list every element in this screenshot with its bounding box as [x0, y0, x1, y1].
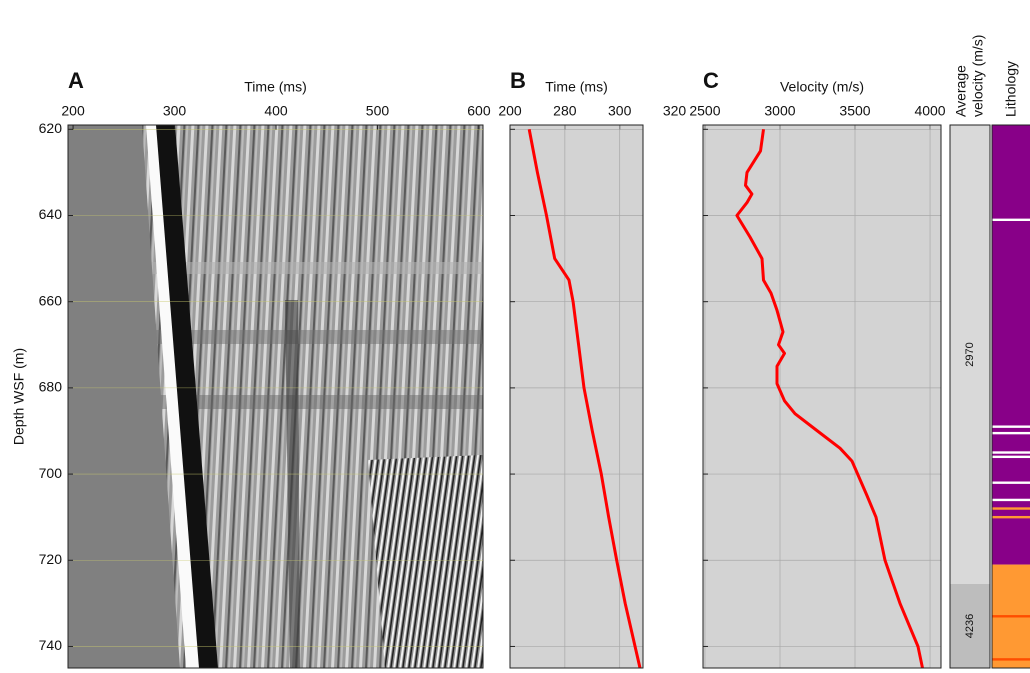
- lithology-band: [992, 658, 1030, 661]
- lithology-band: [992, 615, 1030, 618]
- panel-label: C: [703, 68, 719, 93]
- seismic-image: [68, 125, 483, 668]
- x-tick-label: 200: [498, 103, 522, 119]
- y-tick-label: 620: [39, 120, 63, 136]
- panel-label: B: [510, 68, 526, 93]
- panel-frame: [702, 124, 942, 669]
- x-axis-label: Time (ms): [244, 79, 306, 95]
- column-title: velocity (m/s): [970, 35, 986, 117]
- y-tick-label: 740: [39, 637, 63, 653]
- column-title: Average: [953, 65, 969, 117]
- x-tick-label: 600: [467, 103, 491, 119]
- x-tick-label: 300: [163, 103, 187, 119]
- lithology-band: [992, 451, 1030, 454]
- data-line: [735, 129, 924, 669]
- lithology-band: [992, 425, 1030, 428]
- panel-frame: [509, 124, 644, 669]
- velocity-label: 2970: [964, 342, 976, 366]
- column-title: Lithology: [1003, 61, 1019, 117]
- x-tick-label: 2500: [689, 103, 720, 119]
- x-tick-label: 320: [663, 103, 687, 119]
- lithology-band: [992, 455, 1030, 459]
- x-axis-label: Time (ms): [545, 79, 607, 95]
- lithology-band: [992, 515, 1030, 519]
- lithology-band: [992, 507, 1030, 510]
- y-tick-label: 660: [39, 292, 63, 308]
- panel-frame: [991, 124, 1030, 669]
- x-tick-label: 280: [553, 103, 577, 119]
- chart-layer: A Time (ms) 200 300 400 500 600 620 640 660 680 700…: [11, 35, 1030, 669]
- y-tick-label: 720: [39, 551, 63, 567]
- x-tick-label: 3500: [839, 103, 870, 119]
- lithology-band: [992, 218, 1030, 222]
- panel-frame: [67, 124, 484, 669]
- panel-background: [703, 125, 941, 668]
- x-tick-label: 4000: [914, 103, 945, 119]
- data-line: [527, 129, 642, 669]
- y-tick-label: 640: [39, 206, 63, 222]
- x-tick-label: 200: [61, 103, 85, 119]
- y-axis-label: Depth WSF (m): [11, 348, 27, 445]
- y-tick-label: 680: [39, 379, 63, 395]
- velocity-label: 4236: [964, 614, 976, 638]
- panel-label: A: [68, 68, 84, 93]
- lithology-band: [992, 431, 1030, 435]
- lithology-interval: [992, 125, 1030, 565]
- velocity-interval: [950, 583, 990, 668]
- velocity-interval: [950, 125, 990, 584]
- panel-frame: [949, 124, 991, 669]
- x-tick-label: 3000: [764, 103, 795, 119]
- lithology-band: [992, 498, 1030, 502]
- x-axis-label: Velocity (m/s): [780, 79, 864, 95]
- y-tick-label: 700: [39, 465, 63, 481]
- lithology-band: [992, 481, 1030, 484]
- x-tick-label: 400: [264, 103, 288, 119]
- x-tick-label: 300: [608, 103, 632, 119]
- x-tick-label: 500: [366, 103, 390, 119]
